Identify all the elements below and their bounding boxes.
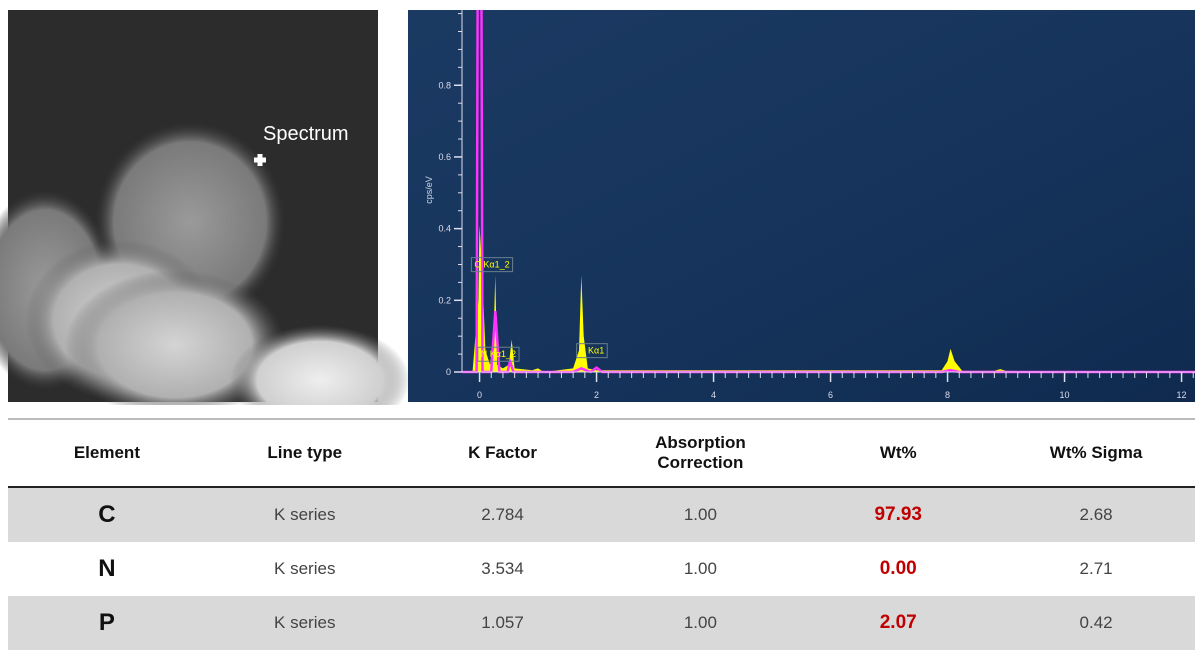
table-cell: K series bbox=[206, 542, 404, 596]
table-cell: 1.00 bbox=[601, 542, 799, 596]
peak-label: P Kα1 bbox=[580, 346, 605, 356]
header-text: K Factor bbox=[468, 443, 537, 463]
header-text: Wt% bbox=[880, 443, 917, 463]
table-cell: 2.784 bbox=[404, 487, 602, 542]
header-text: Element bbox=[74, 443, 140, 463]
y-tick-label: 0.8 bbox=[438, 80, 451, 90]
y-tick-label: 0.4 bbox=[438, 224, 451, 234]
results-table: Element Line type K Factor Absorption Corre… bbox=[8, 418, 1195, 650]
table-cell: 97.93 bbox=[799, 487, 997, 542]
column-header: Wt% Sigma bbox=[997, 419, 1195, 487]
plot-background bbox=[408, 10, 1195, 402]
x-tick-label: 2 bbox=[594, 390, 599, 400]
table-cell: 2.07 bbox=[799, 596, 997, 650]
table-cell: 3.534 bbox=[404, 542, 602, 596]
header-text: Wt% Sigma bbox=[1050, 443, 1143, 463]
header-text: Absorption Correction bbox=[640, 433, 760, 473]
column-header: Element bbox=[8, 419, 206, 487]
column-header: Absorption Correction bbox=[601, 419, 799, 487]
table-cell: 1.00 bbox=[601, 487, 799, 542]
x-tick-label: 6 bbox=[828, 390, 833, 400]
x-tick-label: 10 bbox=[1060, 390, 1070, 400]
peak-label: N Kα1_2 bbox=[481, 349, 516, 359]
y-tick-label: 0.2 bbox=[438, 295, 451, 305]
x-tick-label: 12 bbox=[1177, 390, 1187, 400]
table-cell: P bbox=[8, 596, 206, 650]
y-tick-label: 0.6 bbox=[438, 152, 451, 162]
spectrum-label: Spectrum bbox=[263, 123, 349, 145]
table-cell: K series bbox=[206, 487, 404, 542]
table-cell: 1.057 bbox=[404, 596, 602, 650]
table-cell: 2.71 bbox=[997, 542, 1195, 596]
peak-label: C Kα1_2 bbox=[474, 260, 509, 270]
column-header: Line type bbox=[206, 419, 404, 487]
sem-image: Spectrum bbox=[0, 10, 410, 405]
header-text: Line type bbox=[267, 443, 342, 463]
y-tick-label: 0 bbox=[446, 367, 451, 377]
column-header: Wt% bbox=[799, 419, 997, 487]
table-cell: 2.68 bbox=[997, 487, 1195, 542]
table-cell: 0.00 bbox=[799, 542, 997, 596]
table-cell: K series bbox=[206, 596, 404, 650]
table-cell: 1.00 bbox=[601, 596, 799, 650]
y-axis-label: cps/eV bbox=[424, 176, 434, 204]
table-cell: 0.42 bbox=[997, 596, 1195, 650]
x-tick-label: 0 bbox=[477, 390, 482, 400]
column-header: K Factor bbox=[404, 419, 602, 487]
figure: Spectrum cps/eV 0 0.2 0.4 0.6 0.8 0 2 4 6 8 10 12 C … bbox=[0, 0, 1195, 405]
table-cell: N bbox=[8, 542, 206, 596]
x-tick-label: 4 bbox=[711, 390, 716, 400]
table-cell: C bbox=[8, 487, 206, 542]
x-tick-label: 8 bbox=[945, 390, 950, 400]
